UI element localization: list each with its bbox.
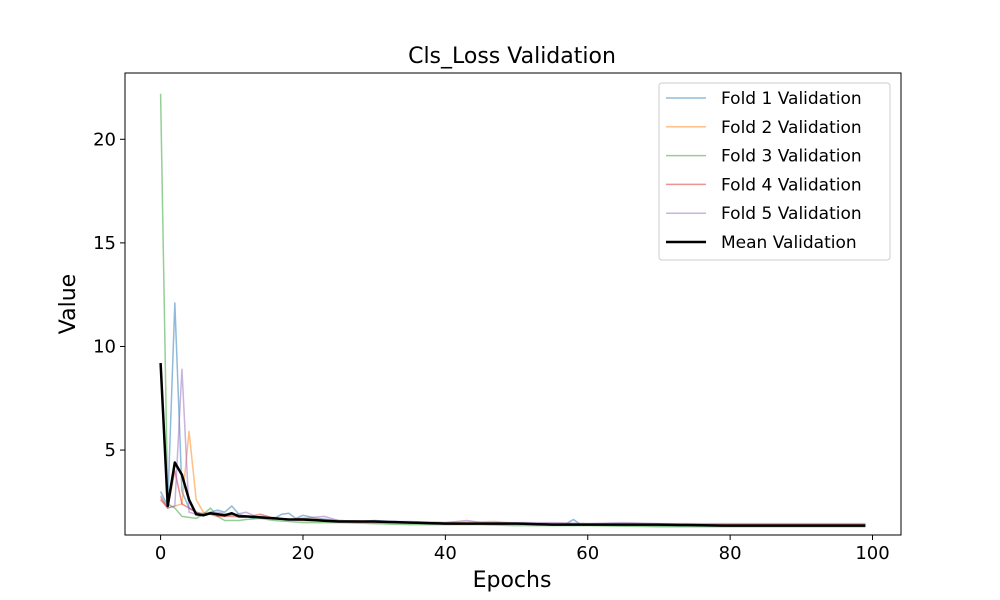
y-tick-label: 5 <box>105 440 116 461</box>
legend-box <box>658 82 891 261</box>
x-tick-label: 80 <box>719 543 742 564</box>
series-line-mean <box>159 362 866 527</box>
y-axis-label: Value <box>56 274 81 334</box>
legend-label: Mean Validation <box>721 233 857 253</box>
y-tick-label: 20 <box>93 129 116 150</box>
legend-label: Fold 2 Validation <box>721 118 862 138</box>
legend: Fold 1 Validation Fold 2 Validation Fold 3… <box>658 82 891 261</box>
x-tick-label: 60 <box>576 543 599 564</box>
legend-label: Fold 1 Validation <box>721 89 862 109</box>
legend-label: Fold 5 Validation <box>721 204 862 224</box>
y-tick-label: 10 <box>93 336 116 357</box>
plot-area-frame <box>124 72 902 536</box>
x-tick-label: 20 <box>292 543 315 564</box>
y-tick-label: 15 <box>93 233 116 254</box>
axis-ticks: 0 20 40 60 80 100 5 10 15 20 <box>93 129 890 564</box>
series-lines <box>159 93 866 528</box>
x-tick-label: 100 <box>855 543 889 564</box>
legend-label: Fold 3 Validation <box>721 147 862 167</box>
legend-label: Fold 4 Validation <box>721 175 862 195</box>
x-tick-label: 40 <box>434 543 457 564</box>
chart-title: Cls_Loss Validation <box>408 44 616 69</box>
x-tick-label: 0 <box>155 543 166 564</box>
x-axis-label: Epochs <box>473 568 552 593</box>
